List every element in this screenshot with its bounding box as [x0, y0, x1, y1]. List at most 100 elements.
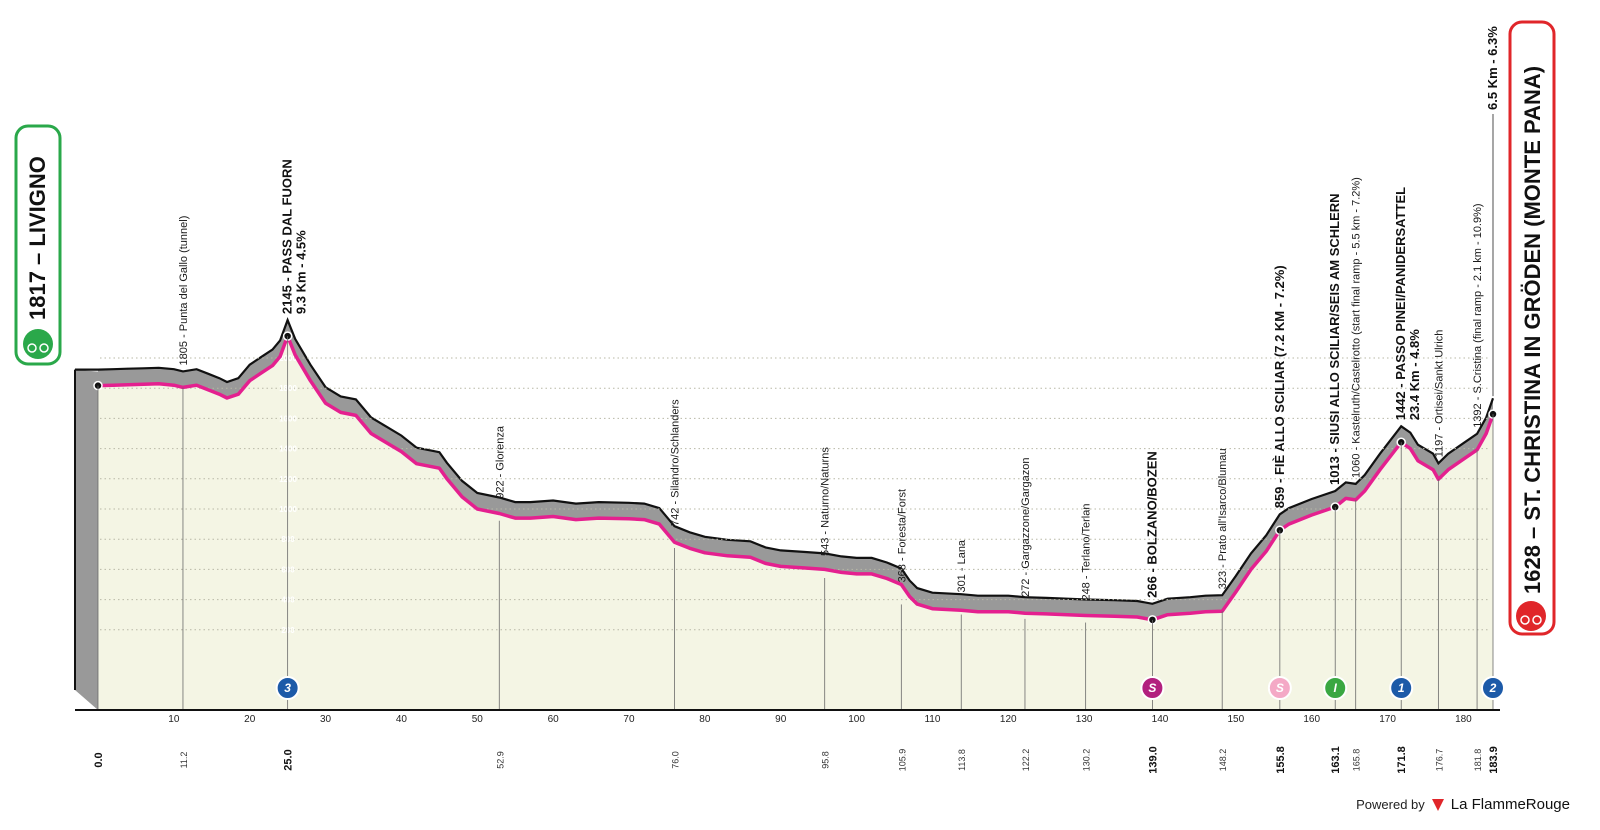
km-label-14: 165.8: [1352, 749, 1362, 772]
scale-km-100: 100: [848, 714, 865, 725]
altitude-tick-1600: 1600: [279, 414, 297, 423]
badge-circle-5: [1481, 676, 1505, 700]
km-label-text-7: 113.8: [957, 749, 967, 771]
scale-km-140: 140: [1152, 714, 1169, 725]
point-label-6: 368 - Foresta/Forst: [896, 489, 908, 583]
scale-km-80: 80: [699, 714, 711, 725]
point-label-14: 1060 - Kastelruth/Castelrotto (start fin…: [1351, 177, 1363, 478]
scale-km-110: 110: [924, 714, 940, 725]
altitude-tick-800: 800: [281, 535, 295, 544]
finish-bike-icon: [1516, 601, 1546, 631]
point-label-text-11: 323 - Prato all'Isarco/Blumau: [1217, 448, 1229, 589]
point-sublabel-text-15: 23.4 Km - 4.8%: [1407, 329, 1422, 420]
badge-circle-2: [1267, 676, 1292, 700]
finish-climb-text: 6.5 Km - 6.3%: [1485, 26, 1500, 110]
scale-km-170: 170: [1379, 714, 1396, 725]
finish-bike-wheel2-icon: [1532, 615, 1542, 625]
km-label-text-4: 76.0: [671, 751, 681, 769]
point-label-text-13: 1013 - SIUSI ALLO SCILIAR/SEIS AM SCHLER…: [1327, 193, 1342, 485]
point-label-text-9: 248 - Terlano/Terlan: [1081, 504, 1093, 601]
relief-outline: [74, 317, 1495, 605]
scale-km-50: 50: [472, 714, 484, 725]
km-label-text-11: 148.2: [1218, 749, 1228, 772]
km-label-15: 171.8: [1396, 746, 1408, 774]
point-sublabel-text-2: 9.3 Km - 4.5%: [294, 230, 309, 314]
finish-box: [1508, 20, 1556, 636]
km-label-6: 105.9: [897, 749, 907, 772]
km-label-11: 148.2: [1218, 749, 1228, 772]
finish-bike-wheel-icon: [1520, 615, 1530, 625]
badge-circle-3: [1323, 676, 1348, 700]
km-label-4: 76.0: [671, 751, 681, 769]
badge-text-4: 1: [1398, 681, 1405, 695]
footer-credit: Powered by La FlammeRouge: [1356, 796, 1570, 813]
km-label-3: 52.9: [495, 751, 505, 769]
scale-km-70: 70: [623, 714, 635, 725]
start-label: 1817 – LIVIGNO: [25, 156, 50, 320]
point-label-8: 272 - Gargazzone/Gargazon: [1020, 458, 1032, 597]
point-label-9: 248 - Terlano/Terlan: [1081, 504, 1093, 601]
point-label-2: 2145 - PASS DAL FUORN 9.3 Km - 4.5%: [280, 159, 309, 314]
flamme-rouge-logo-icon: [1431, 798, 1444, 811]
start-bike-icon: [23, 329, 53, 359]
scale-km-160: 160: [1303, 714, 1320, 725]
km-label-text-10: 139.0: [1147, 746, 1159, 774]
altitude-tick-1200: 1200: [279, 475, 297, 484]
km-label-12: 155.8: [1275, 746, 1287, 774]
point-label-17: 1392 - S.Cristina (final ramp - 2.1 km -…: [1472, 203, 1484, 427]
scale-km-150: 150: [1228, 714, 1245, 725]
badge-text-5: 2: [1489, 681, 1497, 695]
km-label-text-16: 176.7: [1434, 749, 1444, 772]
km-label-2: 25.0: [283, 749, 295, 770]
km-label-text-18: 183.9: [1488, 746, 1500, 774]
point-label-7: 301 - Lana: [956, 539, 968, 592]
point-label-12: 859 - FIÈ ALLO SCILIAR (7.2 KM - 7.2%): [1272, 265, 1287, 508]
point-label-4: 742 - Silandro/Schlanders: [670, 399, 682, 526]
scale-km-130: 130: [1076, 714, 1093, 725]
km-label-text-0: 0.0: [93, 752, 105, 767]
point-label-text-16: 1197 - Ortisei/Sankt Ulrich: [1433, 330, 1445, 458]
point-label-10: 266 - BOLZANO/BOZEN: [1144, 451, 1159, 598]
point-label-5: 543 - Naturno/Naturns: [820, 447, 832, 556]
point-label-text-2: 2145 - PASS DAL FUORN: [280, 159, 295, 314]
scale-km-90: 90: [775, 714, 787, 725]
km-label-text-3: 52.9: [495, 751, 505, 769]
km-label-16: 176.7: [1434, 749, 1444, 772]
altitude-tick-1000: 1000: [279, 505, 297, 514]
point-label-text-7: 301 - Lana: [956, 539, 968, 592]
start-label-group: 1817 – LIVIGNO: [25, 156, 50, 320]
badge-circle-1: [1140, 676, 1165, 700]
point-label-text-3: 922 - Glorenza: [494, 425, 506, 499]
km-label-text-5: 95.8: [821, 751, 831, 769]
km-label-text-13: 163.1: [1330, 746, 1342, 774]
start-bike-wheel-icon: [27, 343, 37, 353]
km-label-0: 0.0: [93, 752, 105, 767]
point-label-1: 1805 - Punta del Gallo (tunnel): [178, 216, 190, 366]
point-label-text-8: 272 - Gargazzone/Gargazon: [1020, 458, 1032, 597]
point-label-text-17: 1392 - S.Cristina (final ramp - 2.1 km -…: [1472, 203, 1484, 427]
altitude-tick-200: 200: [281, 626, 295, 635]
scale-km-40: 40: [396, 714, 408, 725]
km-label-9: 130.2: [1082, 749, 1092, 772]
scale-km-60: 60: [548, 714, 560, 725]
finish-climb-group: 6.5 Km - 6.3%: [1485, 26, 1500, 110]
powered-by-text: Powered by: [1356, 797, 1425, 812]
brand-text: La FlammeRouge: [1450, 796, 1570, 813]
badge-circle-0: [275, 676, 300, 700]
km-label-text-12: 155.8: [1275, 746, 1287, 774]
scale-km-30: 30: [320, 714, 332, 725]
scale-km-10: 10: [168, 714, 180, 725]
km-label-text-1: 11.2: [179, 752, 189, 769]
scale-km-20: 20: [244, 714, 256, 725]
km-label-text-15: 171.8: [1396, 746, 1408, 774]
profile-area: [98, 336, 1493, 710]
km-label-13: 163.1: [1330, 746, 1342, 774]
finish-label: 1628 – ST. CHRISTINA IN GRÖDEN (MONTE PA…: [1520, 66, 1545, 594]
point-label-16: 1197 - Ortisei/Sankt Ulrich: [1433, 330, 1445, 458]
km-label-8: 122.2: [1021, 749, 1031, 772]
badge-circle-4: [1389, 676, 1414, 700]
altitude-tick-400: 400: [281, 596, 295, 605]
badge-text-2: S: [1276, 681, 1284, 695]
